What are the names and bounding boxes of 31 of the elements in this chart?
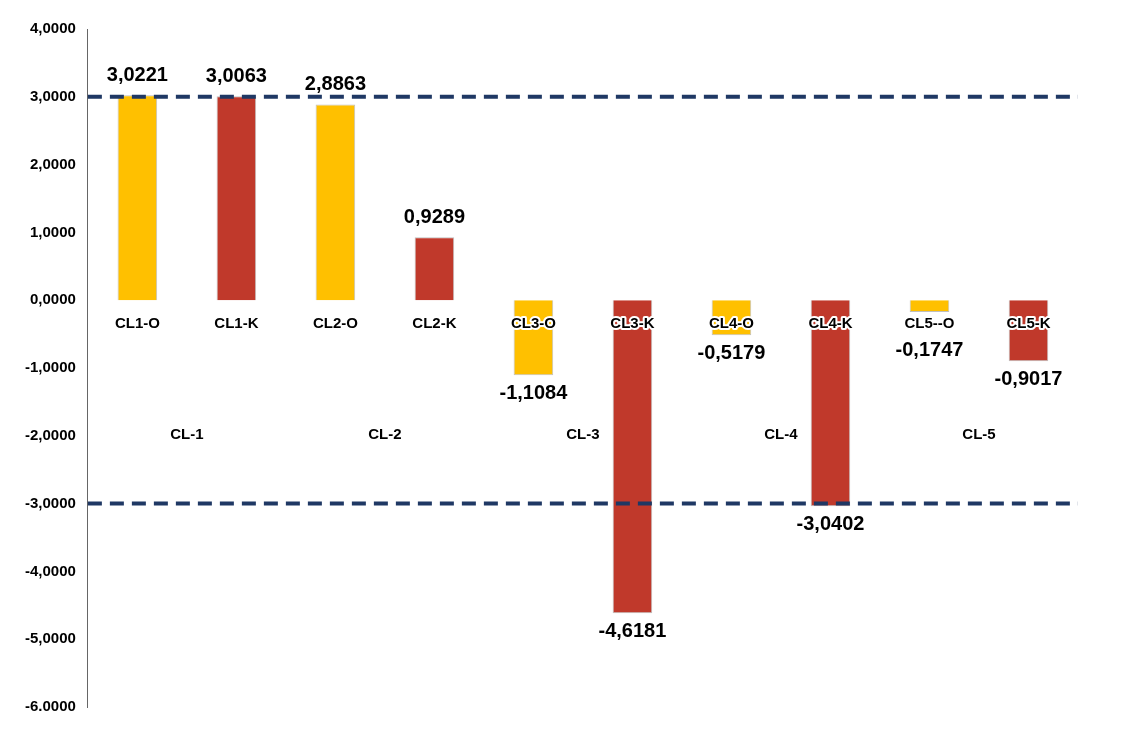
x-tick-label: CL1-K [214,314,259,332]
y-tick-label: 4,0000 [29,19,76,37]
annotation: CL-4 [764,425,799,443]
data-label: 0,9289 [403,204,465,227]
y-tick-label: 3,0000 [29,86,76,104]
y-tick-label: -1,0000 [25,358,76,376]
annotation: CL-3 [566,425,600,443]
annotation: CL-1 [170,425,204,443]
y-tick-label: -4,0000 [25,561,76,579]
y-tick-label: -6.0000 [25,697,76,715]
data-label: -0,5179 [697,340,766,363]
data-label: 3,0221 [106,62,168,85]
x-tick-label: CL1-O [114,314,161,332]
data-label: 2,8863 [304,72,366,95]
x-tick-label: CL5--O [904,314,955,332]
x-tick-label: CL2-K [412,314,457,332]
y-tick-label: 2,0000 [29,154,76,172]
y-tick-label: -3,0000 [25,493,76,511]
data-label: 3,0063 [205,63,267,86]
data-label: -3,0402 [796,511,865,534]
annotation: CL-2 [368,425,402,443]
y-tick-label: -2,0000 [25,425,76,443]
data-label: -4,6181 [598,618,667,641]
data-label: -0,1747 [895,337,964,360]
data-label: -1,1084 [499,380,569,403]
y-tick-label: 0,0000 [29,290,76,308]
data-label: -0,9017 [994,366,1063,389]
y-tick-label: 1,0000 [29,222,76,240]
annotation: CL-5 [962,425,996,443]
x-tick-label: CL2-O [312,314,359,332]
y-tick-label: -5,0000 [25,629,76,647]
